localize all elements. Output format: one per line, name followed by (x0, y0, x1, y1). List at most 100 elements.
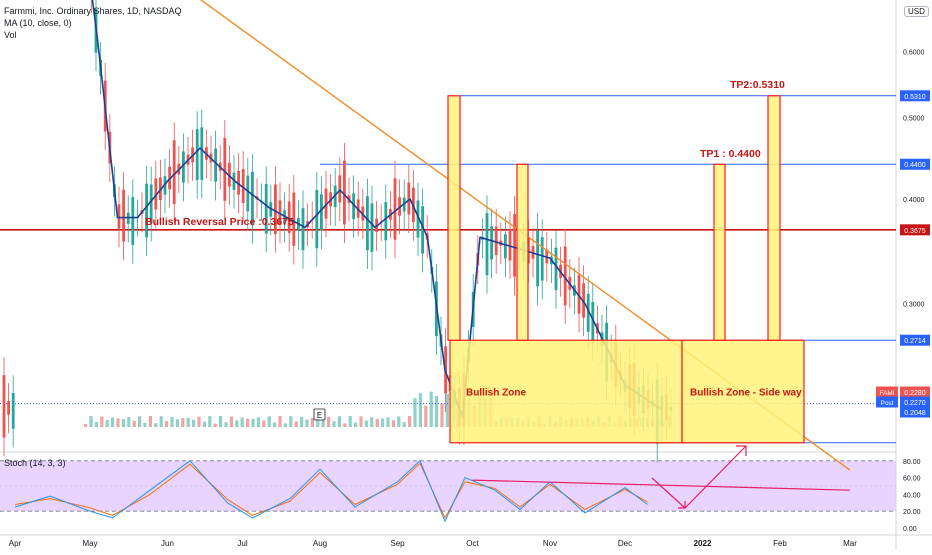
candle-body (338, 175, 341, 202)
time-tick-label: Sep (390, 539, 405, 548)
volume-bar (403, 422, 406, 427)
price-tick-label: 0.6000 (903, 49, 925, 56)
volume-bar (95, 422, 98, 427)
time-tick-label: Nov (543, 539, 557, 548)
time-tick-label: Mar (843, 539, 857, 548)
volume-bar (386, 417, 389, 427)
candle-body (12, 393, 15, 429)
time-tick-label: Jul (237, 539, 247, 548)
volume-bar (187, 418, 190, 427)
volume-bar (138, 416, 141, 427)
volume-bar (397, 417, 400, 427)
volume-bar (165, 421, 168, 427)
bullish-zone-label: Bullish Zone (466, 387, 526, 398)
volume-bar (192, 420, 195, 427)
candle-body (7, 401, 10, 415)
target-bar (448, 96, 460, 340)
badge-0-5310-text: 0.5310 (904, 94, 926, 101)
volume-bar (89, 416, 92, 427)
candle-body (122, 190, 125, 242)
volume-bar (160, 416, 163, 427)
candle-body (223, 138, 226, 201)
time-tick-label: Aug (313, 539, 327, 548)
volume-bar (349, 416, 352, 427)
candle-body (145, 184, 148, 238)
volume-bar (106, 420, 109, 427)
candle-body (495, 227, 498, 255)
volume-bar (435, 396, 438, 427)
candle-body (555, 248, 558, 290)
badge-0-2048-text: 0.2048 (904, 410, 926, 417)
volume-bar (203, 422, 206, 427)
bullish-reversal-label: Bullish Reversal Price :0.3675 (145, 216, 294, 228)
volume-bar (154, 423, 157, 427)
volume-bar (446, 394, 449, 427)
volume-bar (149, 416, 152, 427)
volume-bar (354, 423, 357, 427)
target-bar (517, 164, 528, 340)
volume-bar (116, 418, 119, 427)
volume-bar (208, 416, 211, 427)
stoch-tick-label: 0.00 (903, 526, 917, 533)
time-tick-label: 2022 (694, 539, 712, 548)
volume-bar (311, 418, 314, 427)
volume-bar (100, 417, 103, 427)
volume-bar (257, 417, 260, 427)
time-tick-label: Oct (466, 539, 479, 548)
ma-indicator-label[interactable]: MA (10, close, 0) (4, 18, 72, 28)
time-tick-label: Jun (161, 539, 174, 548)
time-tick-label: Apr (9, 539, 22, 548)
volume-bar (327, 417, 330, 427)
candle-body (196, 129, 199, 180)
volume-bar (143, 423, 146, 427)
candle-body (173, 140, 176, 204)
volume-bar (84, 424, 87, 427)
time-tick-label: Feb (773, 539, 787, 548)
candle-body (394, 178, 397, 239)
volume-bar (224, 422, 227, 427)
badge-last-text: 0.2280 (904, 390, 926, 397)
volume-bar (365, 421, 368, 427)
currency-button[interactable]: USD (904, 6, 929, 17)
candle-body (302, 208, 305, 250)
volume-bar (413, 398, 416, 427)
volume-bar (111, 418, 114, 427)
volume-indicator-label[interactable]: Vol (4, 30, 17, 40)
volume-bar (246, 419, 249, 427)
volume-bar (322, 419, 325, 427)
volume-bar (176, 419, 179, 427)
volume-bar (419, 393, 422, 427)
target-bar (768, 96, 780, 340)
volume-bar (268, 416, 271, 427)
stoch-tick-label: 60.00 (903, 476, 921, 483)
volume-bar (181, 418, 184, 427)
volume-bar (300, 417, 303, 427)
volume-bar (230, 416, 233, 427)
volume-bar (424, 406, 427, 427)
candle-body (131, 197, 134, 245)
volume-bar (289, 416, 292, 427)
volume-bar (133, 421, 136, 427)
volume-bar (284, 423, 287, 427)
candle-body (246, 176, 249, 212)
price-tick-label: 0.3000 (903, 302, 925, 309)
volume-bar (370, 417, 373, 427)
stoch-indicator-label[interactable]: Stoch (14, 3, 3) (4, 458, 66, 468)
volume-bar (305, 420, 308, 427)
candle-body (490, 226, 493, 259)
candle-body (513, 214, 516, 277)
chart-title: Farmmi, Inc. Ordinary Shares, 1D, NASDAQ (4, 6, 182, 16)
volume-bar (408, 416, 411, 427)
volume-bar (440, 403, 443, 427)
volume-bar (251, 419, 254, 427)
volume-bar (127, 417, 130, 427)
volume-bar (376, 419, 379, 427)
volume-bar (235, 420, 238, 427)
candle-body (371, 203, 374, 251)
badge-post-text: 0.2270 (904, 400, 926, 407)
volume-bar (262, 421, 265, 427)
volume-bar (430, 392, 433, 427)
target-bar (714, 164, 725, 340)
